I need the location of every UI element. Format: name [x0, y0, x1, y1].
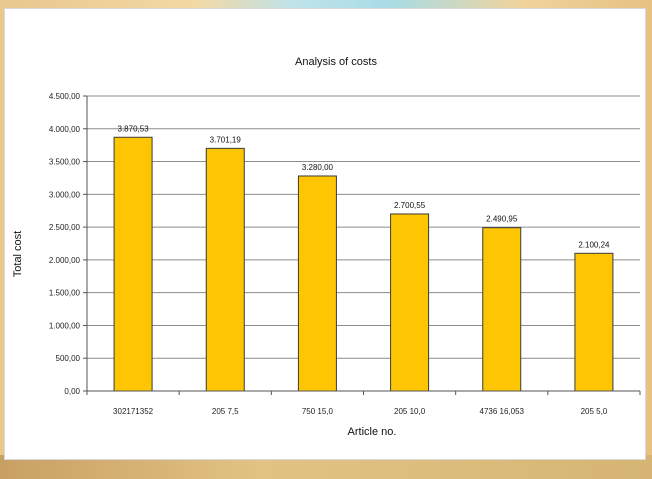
bar: [297, 175, 337, 392]
bar: [390, 213, 430, 392]
x-tick-label: 205 7,5: [212, 407, 239, 416]
x-tick-label: 750 15,0: [302, 407, 334, 416]
y-tick-label: 1.500,00: [49, 289, 81, 298]
x-axis-ticks: 302171352 205 7,5 750 15,0 205 10,0 4736 16,…: [86, 391, 641, 416]
y-axis-ticks: 0,00 500,00 1.000,00 1.500,00 2.000,00 2.500,…: [49, 92, 87, 396]
bars: 3.870,53 3.701,19 3.280,00 2.700,55 2.490,95…: [113, 124, 614, 392]
y-tick-label: 2.500,00: [49, 223, 81, 232]
chart-title: Analysis of costs: [295, 56, 377, 68]
bar: [113, 136, 153, 392]
y-tick-label: 4.000,00: [49, 125, 81, 134]
bar-value-label: 3.701,19: [210, 135, 242, 144]
bar-value-label: 2.490,95: [486, 215, 518, 224]
y-tick-label: 500,00: [56, 354, 81, 363]
bar: [574, 252, 614, 392]
x-axis-title: Article no.: [348, 426, 397, 438]
y-tick-label: 0,00: [64, 387, 80, 396]
bar-value-label: 3.280,00: [302, 163, 334, 172]
bar: [205, 147, 245, 392]
y-tick-label: 1.000,00: [49, 321, 81, 330]
y-tick-label: 4.500,00: [49, 92, 81, 101]
bar-value-label: 3.870,53: [118, 124, 150, 133]
x-tick-label: 205 5,0: [581, 407, 608, 416]
bar-chart: Analysis of costs 3.870,53 3.701,19 3.280,…: [12, 56, 641, 438]
bar-value-label: 2.700,55: [394, 201, 426, 210]
chart-panel: Analysis of costs 3.870,53 3.701,19 3.280,…: [4, 8, 646, 460]
y-tick-label: 3.500,00: [49, 158, 81, 167]
bar: [482, 227, 522, 392]
bar-value-label: 2.100,24: [578, 240, 610, 249]
y-tick-label: 3.000,00: [49, 190, 81, 199]
x-tick-label: 302171352: [113, 407, 154, 416]
x-tick-label: 205 10,0: [394, 407, 426, 416]
gridlines: [87, 95, 640, 359]
y-axis-title: Total cost: [12, 231, 24, 277]
y-tick-label: 2.000,00: [49, 256, 81, 265]
x-tick-label: 4736 16,053: [480, 407, 525, 416]
